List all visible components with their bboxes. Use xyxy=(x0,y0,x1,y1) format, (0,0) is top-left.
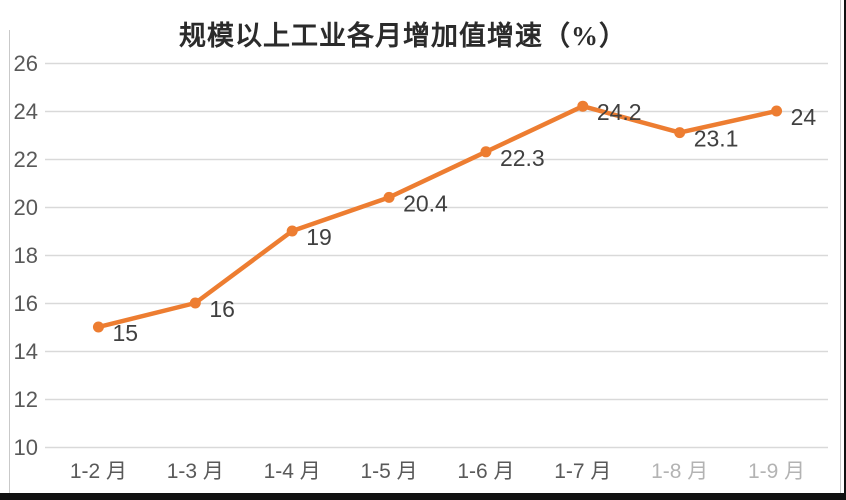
data-label: 15 xyxy=(112,320,138,346)
left-border-line xyxy=(9,30,10,493)
data-point-marker xyxy=(480,146,492,158)
x-tick-label: 1-7 月 xyxy=(554,460,611,483)
data-label: 16 xyxy=(209,296,235,322)
x-tick-label: 1-9 月 xyxy=(748,460,805,483)
data-point-marker xyxy=(674,127,686,139)
y-tick-label: 18 xyxy=(14,243,38,268)
data-label: 24.2 xyxy=(597,99,642,125)
y-tick-label: 20 xyxy=(14,195,38,220)
x-tick-label: 1-5 月 xyxy=(360,460,417,483)
series-line xyxy=(96,103,779,330)
data-point-marker xyxy=(771,105,783,117)
data-point-marker xyxy=(286,225,298,237)
x-tick-label: 1-3 月 xyxy=(167,460,224,483)
y-tick-label: 26 xyxy=(14,51,38,76)
right-border-line xyxy=(840,0,841,493)
chart-title: 规模以上工业各月增加值增速（%） xyxy=(179,21,627,51)
y-tick-label: 10 xyxy=(14,435,38,460)
y-tick-label: 24 xyxy=(14,99,38,124)
x-tick-label: 1-8 月 xyxy=(651,460,708,483)
bottom-edge-bar xyxy=(0,493,846,500)
y-tick-label: 16 xyxy=(14,291,38,316)
data-point-marker xyxy=(189,297,201,309)
x-tick-label: 1-4 月 xyxy=(264,460,321,483)
y-tick-label: 14 xyxy=(14,339,38,364)
data-label: 24 xyxy=(791,104,817,130)
data-label: 22.3 xyxy=(500,145,545,171)
y-tick-label: 22 xyxy=(14,147,38,172)
x-tick-label: 1-6 月 xyxy=(457,460,514,483)
data-point-marker xyxy=(577,100,589,112)
x-tick-label: 1-2 月 xyxy=(70,460,127,483)
y-tick-label: 12 xyxy=(14,387,38,412)
data-label: 20.4 xyxy=(403,190,448,216)
data-point-marker xyxy=(383,191,395,203)
data-label: 19 xyxy=(306,224,332,250)
right-edge-bar xyxy=(844,0,846,500)
data-point-marker xyxy=(92,321,104,333)
data-label: 23.1 xyxy=(694,126,739,152)
